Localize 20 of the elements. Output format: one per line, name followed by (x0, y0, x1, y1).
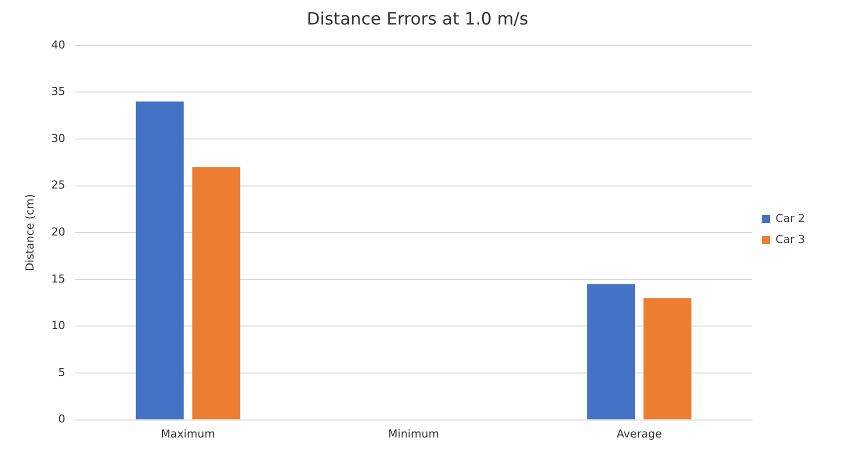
y-tick-label: 25 (51, 178, 66, 192)
y-tick-label: 30 (51, 132, 66, 145)
bar (643, 298, 692, 420)
bar (587, 284, 636, 420)
chart-title: Distance Errors at 1.0 m/s (306, 10, 528, 30)
legend-label: Car 3 (776, 232, 806, 246)
x-tick-label: Minimum (388, 427, 440, 440)
y-tick-label: 5 (58, 366, 66, 379)
x-tick-label: Average (616, 427, 662, 440)
y-tick-label: 10 (51, 319, 66, 332)
y-tick-label: 15 (51, 272, 66, 286)
legend-label: Car 2 (776, 212, 806, 225)
y-tick-label: 35 (51, 85, 66, 98)
bar (136, 102, 184, 420)
y-tick-label: 40 (51, 38, 66, 52)
y-tick-label: 0 (58, 412, 66, 426)
x-tick-label: Maximum (160, 427, 216, 440)
y-axis-title: Distance (cm) (23, 194, 36, 272)
bar (192, 167, 240, 420)
y-tick-label: 20 (51, 225, 66, 238)
